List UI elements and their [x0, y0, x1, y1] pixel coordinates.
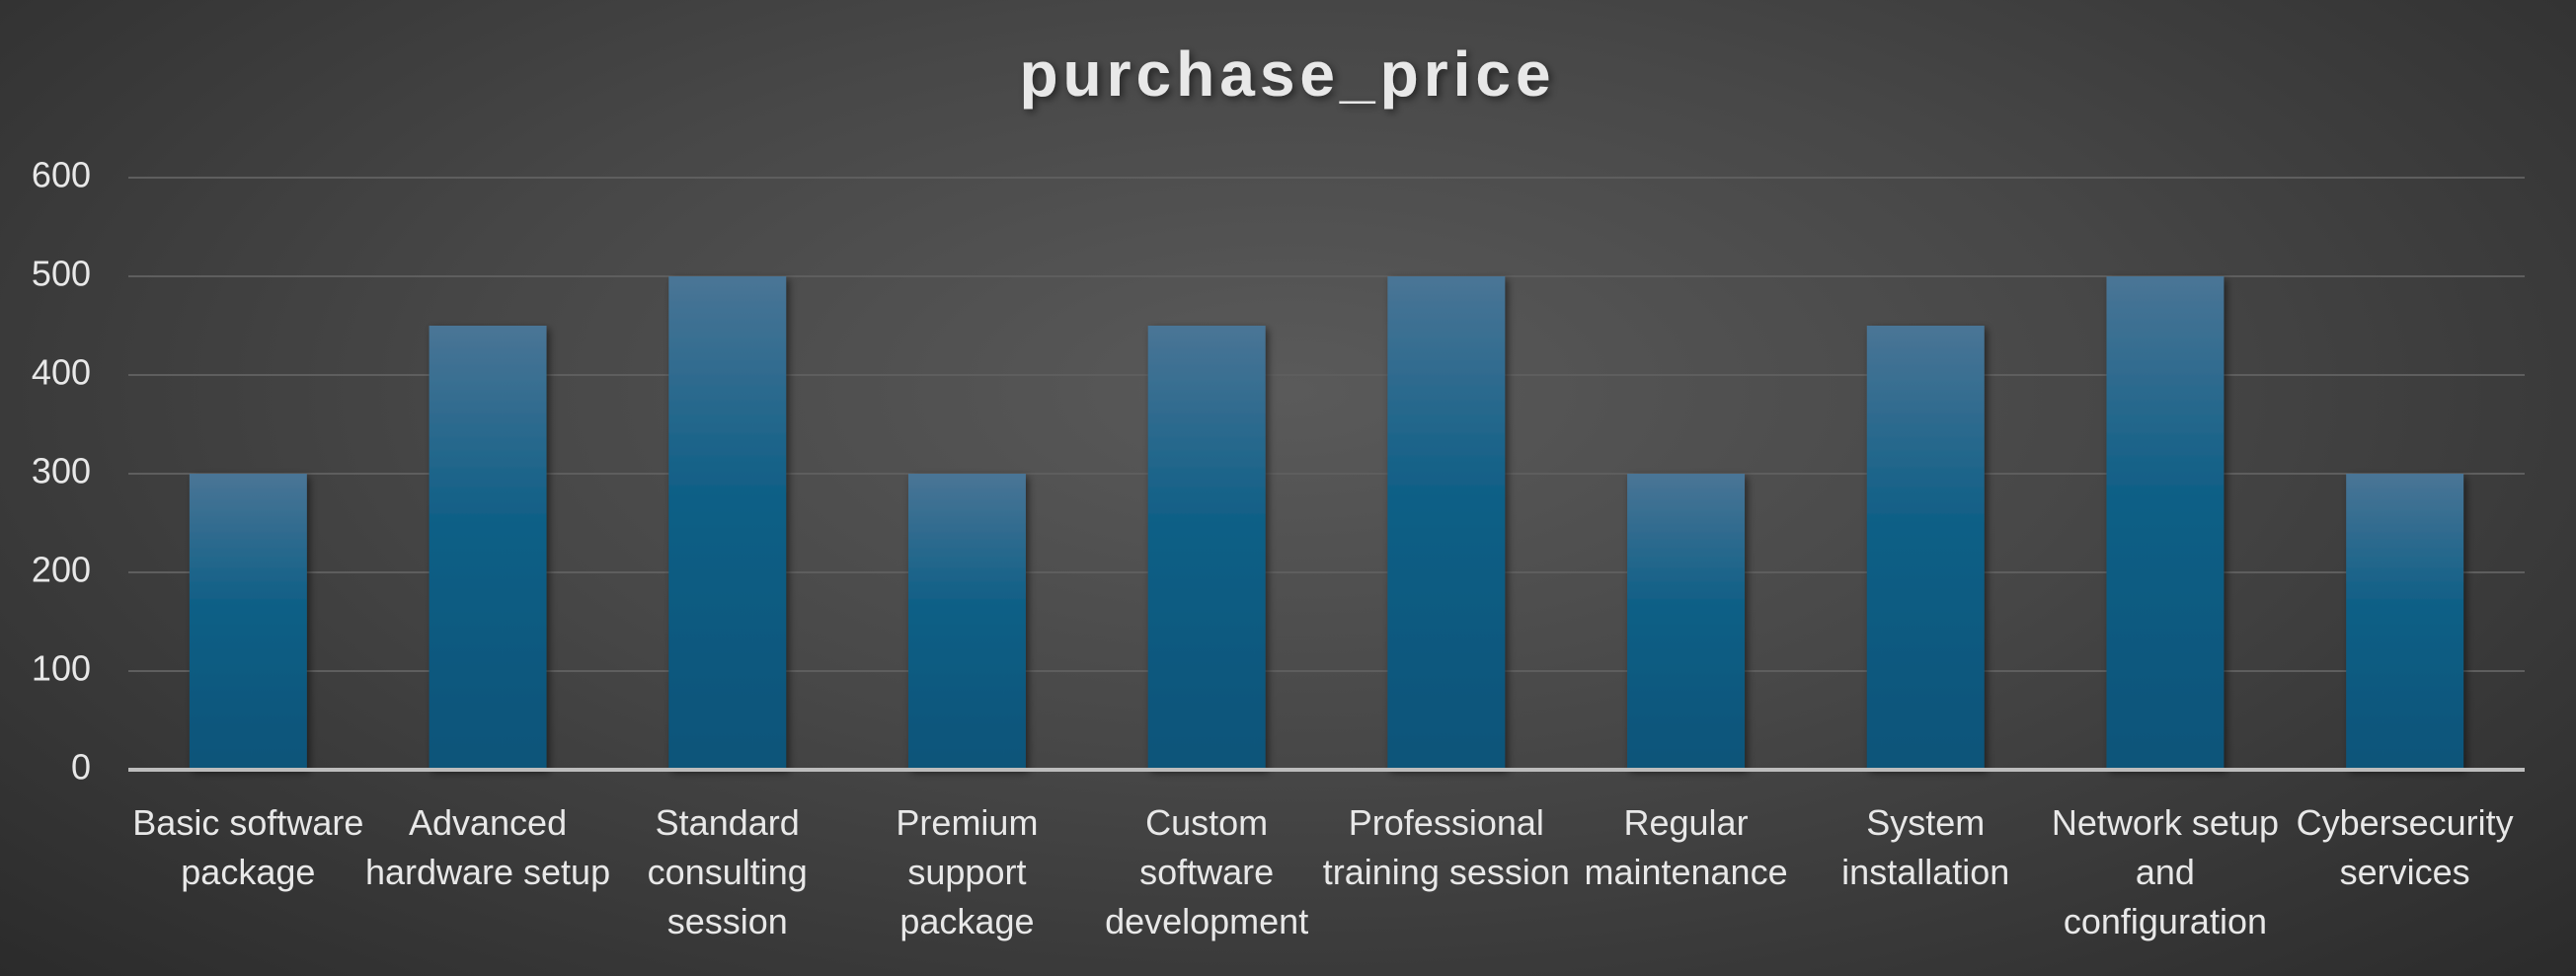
bar [907, 474, 1026, 770]
y-tick-label: 0 [71, 747, 91, 788]
x-tick-label: Custom software development [1105, 802, 1309, 941]
bar [1627, 474, 1746, 770]
x-tick-label: Basic software package [132, 802, 364, 892]
x-tick-label: System installation [1841, 802, 2010, 892]
y-tick-label: 300 [32, 451, 91, 491]
x-tick-label: Regular maintenance [1584, 802, 1788, 892]
bar [1147, 326, 1266, 770]
bar [1387, 276, 1506, 770]
y-tick-label: 600 [32, 155, 91, 195]
x-tick-label: Premium support package [896, 802, 1039, 941]
y-tick-label: 100 [32, 648, 91, 689]
x-tick-label: Professional training session [1322, 802, 1570, 892]
x-tick-label: Cybersecurity services [2296, 802, 2514, 892]
x-tick-label: Advanced hardware setup [364, 802, 611, 892]
bar [189, 474, 307, 770]
x-tick-label: Standard consulting session [647, 802, 808, 941]
bar [2346, 474, 2464, 770]
y-tick-label: 200 [32, 550, 91, 590]
bar [2106, 276, 2225, 770]
y-tick-label: 400 [32, 352, 91, 393]
bar [1866, 326, 1985, 770]
chart-title: purchase_price [1019, 38, 1555, 110]
bar [668, 276, 787, 770]
x-tick-label: Network setup and configuration [2051, 802, 2279, 941]
y-tick-label: 500 [32, 254, 91, 294]
bar [429, 326, 547, 770]
